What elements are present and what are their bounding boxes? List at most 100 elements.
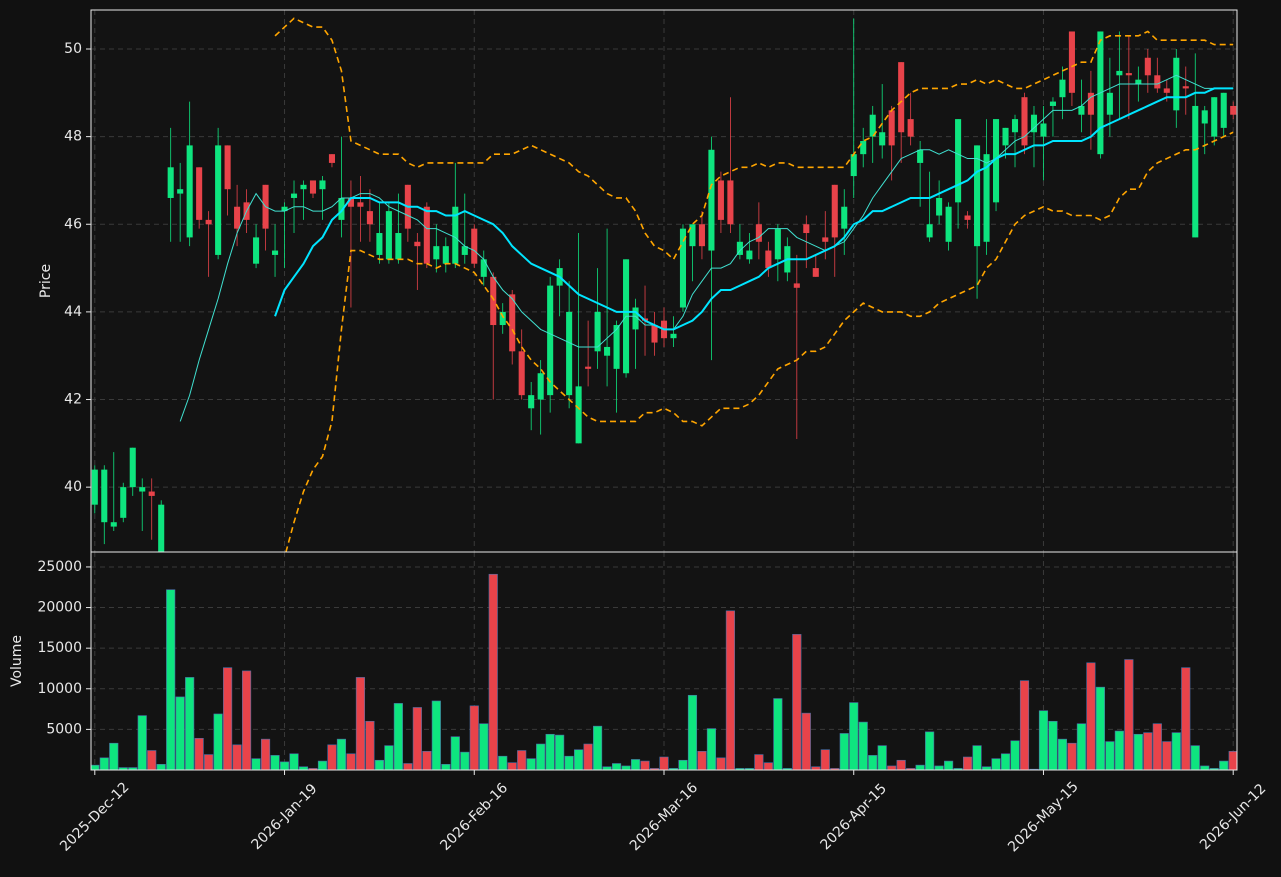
y-tick-label: 42 xyxy=(64,392,82,408)
volume-bar xyxy=(213,713,223,770)
candle-body xyxy=(689,224,696,247)
volume-bar xyxy=(185,677,195,770)
volume-bar xyxy=(1086,662,1096,770)
candle-body xyxy=(1106,92,1113,115)
volume-bar xyxy=(887,765,897,770)
volume-bar xyxy=(393,703,403,770)
volume-bar xyxy=(545,733,555,770)
volume-bar xyxy=(498,755,508,770)
volume-bar xyxy=(251,758,261,770)
y-tick-label: 25000 xyxy=(37,559,82,575)
volume-bar xyxy=(270,755,280,770)
candle-body xyxy=(1002,127,1009,146)
candle-body xyxy=(1201,110,1208,124)
candle-body xyxy=(585,366,592,369)
candle-body xyxy=(376,233,383,255)
volume-bar xyxy=(839,733,849,770)
candle-body xyxy=(253,237,260,264)
volume-bar xyxy=(175,696,185,770)
volume-bar xyxy=(232,744,242,770)
candle-body xyxy=(1163,88,1170,93)
y-tick-label: 15000 xyxy=(37,640,82,656)
candle-body xyxy=(395,233,402,260)
volume-bar xyxy=(1010,740,1020,770)
volume-bar xyxy=(147,750,157,770)
volume-bar xyxy=(763,762,773,770)
volume-bar xyxy=(678,759,688,770)
volume-bar xyxy=(991,758,1001,770)
y-tick-label: 48 xyxy=(64,129,82,145)
volume-bar xyxy=(896,759,906,770)
volume-bar xyxy=(1219,760,1229,770)
volume-bar xyxy=(1067,742,1077,770)
candle-body xyxy=(1040,123,1047,137)
x-tick-label: 2026-Apr-15 xyxy=(817,781,890,854)
candle-body xyxy=(755,224,762,242)
volume-bar xyxy=(346,753,356,770)
candle-body xyxy=(575,386,582,444)
candle-body xyxy=(1059,79,1066,98)
candle-body xyxy=(300,184,307,190)
volume-bar xyxy=(1143,732,1153,770)
volume-bar xyxy=(659,756,669,770)
volume-bar xyxy=(128,767,138,770)
volume-bar xyxy=(460,751,470,770)
volume-bar xyxy=(792,634,802,770)
volume-bar xyxy=(242,670,252,770)
candle-body xyxy=(442,246,449,264)
candle-body xyxy=(850,154,857,177)
candle-body xyxy=(1125,73,1132,76)
volume-bar xyxy=(1181,667,1191,770)
candle-body xyxy=(139,487,146,492)
candle-body xyxy=(774,228,781,260)
volume-frame xyxy=(90,551,1238,771)
overlay-line xyxy=(285,131,1234,552)
volume-bar xyxy=(441,764,451,770)
volume-bar xyxy=(365,720,375,770)
volume-bar xyxy=(1105,741,1115,770)
volume-bar xyxy=(1228,751,1237,770)
candle-body xyxy=(765,250,772,269)
volume-bar xyxy=(1048,720,1058,770)
volume-bar xyxy=(1162,741,1172,770)
volume-bar xyxy=(431,700,441,770)
candle-body xyxy=(110,522,117,527)
volume-bar xyxy=(412,707,422,770)
volume-bar xyxy=(716,757,726,770)
y-tick-label: 10000 xyxy=(37,681,82,697)
candle-body xyxy=(234,206,241,229)
candle-body xyxy=(471,228,478,264)
candle-body xyxy=(1021,97,1028,146)
candle-body xyxy=(841,206,848,229)
candle-body xyxy=(917,149,924,163)
candle-body xyxy=(888,110,895,146)
candle-body xyxy=(499,311,506,326)
candle-body xyxy=(983,154,990,242)
candle-body xyxy=(1220,92,1227,128)
candle-body xyxy=(566,311,573,396)
volume-bar xyxy=(801,712,811,770)
volume-bar xyxy=(555,734,565,770)
candle-body xyxy=(1030,114,1038,133)
candle-body xyxy=(148,491,155,496)
candle-body xyxy=(1173,57,1180,111)
volume-bar xyxy=(317,760,328,770)
candle-body xyxy=(822,237,829,242)
volume-bar xyxy=(1124,659,1134,770)
volume-bar xyxy=(327,744,337,770)
volume-bar xyxy=(384,745,394,770)
volume-bar xyxy=(289,753,299,770)
candle-body xyxy=(1116,70,1123,76)
y-tick-label: 46 xyxy=(64,216,82,232)
candle-body xyxy=(272,250,279,255)
candle-body xyxy=(793,283,800,288)
y-tick-label: 5000 xyxy=(46,721,82,737)
y-tick-label: 20000 xyxy=(37,600,82,616)
candle-body xyxy=(746,250,753,260)
volume-bar xyxy=(1190,745,1200,770)
volume-bar xyxy=(1200,765,1210,770)
candle-body xyxy=(860,141,867,155)
volume-bar xyxy=(934,765,944,770)
candle-body xyxy=(1049,101,1056,106)
volume-bar xyxy=(374,759,384,770)
